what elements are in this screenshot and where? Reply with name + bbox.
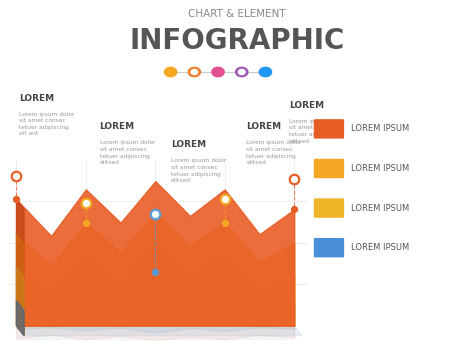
Text: LOREM IPSUM: LOREM IPSUM: [351, 164, 409, 173]
Circle shape: [259, 67, 272, 77]
Point: [152, 211, 159, 217]
Circle shape: [236, 67, 248, 77]
Circle shape: [238, 69, 245, 75]
Point: [13, 197, 20, 202]
Polygon shape: [17, 267, 24, 336]
Text: LOREM: LOREM: [19, 94, 54, 103]
Point: [221, 220, 228, 225]
Point: [13, 173, 20, 179]
Point: [221, 197, 228, 202]
Text: LOREM: LOREM: [289, 101, 324, 110]
Text: LOREM: LOREM: [246, 122, 282, 131]
Point: [152, 211, 159, 217]
Text: LOREM: LOREM: [171, 140, 206, 149]
Point: [221, 197, 228, 202]
Point: [291, 176, 298, 182]
Text: Lorem ipsum dolor
sit amet consec
tetuer adipiscing
elitsed: Lorem ipsum dolor sit amet consec tetuer…: [171, 158, 226, 183]
Polygon shape: [17, 326, 302, 336]
Point: [82, 220, 90, 225]
Point: [82, 200, 90, 206]
Text: LOREM IPSUM: LOREM IPSUM: [351, 243, 409, 252]
Circle shape: [188, 67, 201, 77]
Text: LOREM IPSUM: LOREM IPSUM: [351, 204, 409, 212]
Text: Lorem ipsum dolor
sit amet consec
tetuer adipiscing
elitsed: Lorem ipsum dolor sit amet consec tetuer…: [246, 140, 302, 165]
Text: INFOGRAPHIC: INFOGRAPHIC: [129, 27, 345, 55]
Point: [291, 176, 298, 182]
Point: [13, 173, 20, 179]
Circle shape: [212, 67, 224, 77]
Point: [291, 207, 298, 212]
Text: Lorem ipsum dolor
sit amet consec
tetuer adipiscing
elitsed: Lorem ipsum dolor sit amet consec tetuer…: [100, 140, 155, 165]
Text: CHART & ELEMENT: CHART & ELEMENT: [188, 9, 286, 19]
Polygon shape: [17, 234, 24, 336]
Text: Lorem ipsum dolor
sit amet consec
tetuer adipiscing
elitsed: Lorem ipsum dolor sit amet consec tetuer…: [289, 119, 345, 144]
Circle shape: [191, 69, 198, 75]
Circle shape: [164, 67, 177, 77]
Polygon shape: [17, 301, 24, 336]
Text: LOREM IPSUM: LOREM IPSUM: [351, 124, 409, 133]
Point: [82, 200, 90, 206]
Polygon shape: [17, 199, 24, 336]
Text: Lorem ipsum dolor
sit amet consec
tetuer adipiscing
elt ant: Lorem ipsum dolor sit amet consec tetuer…: [19, 112, 74, 136]
Point: [152, 270, 159, 275]
Text: LOREM: LOREM: [100, 122, 135, 131]
